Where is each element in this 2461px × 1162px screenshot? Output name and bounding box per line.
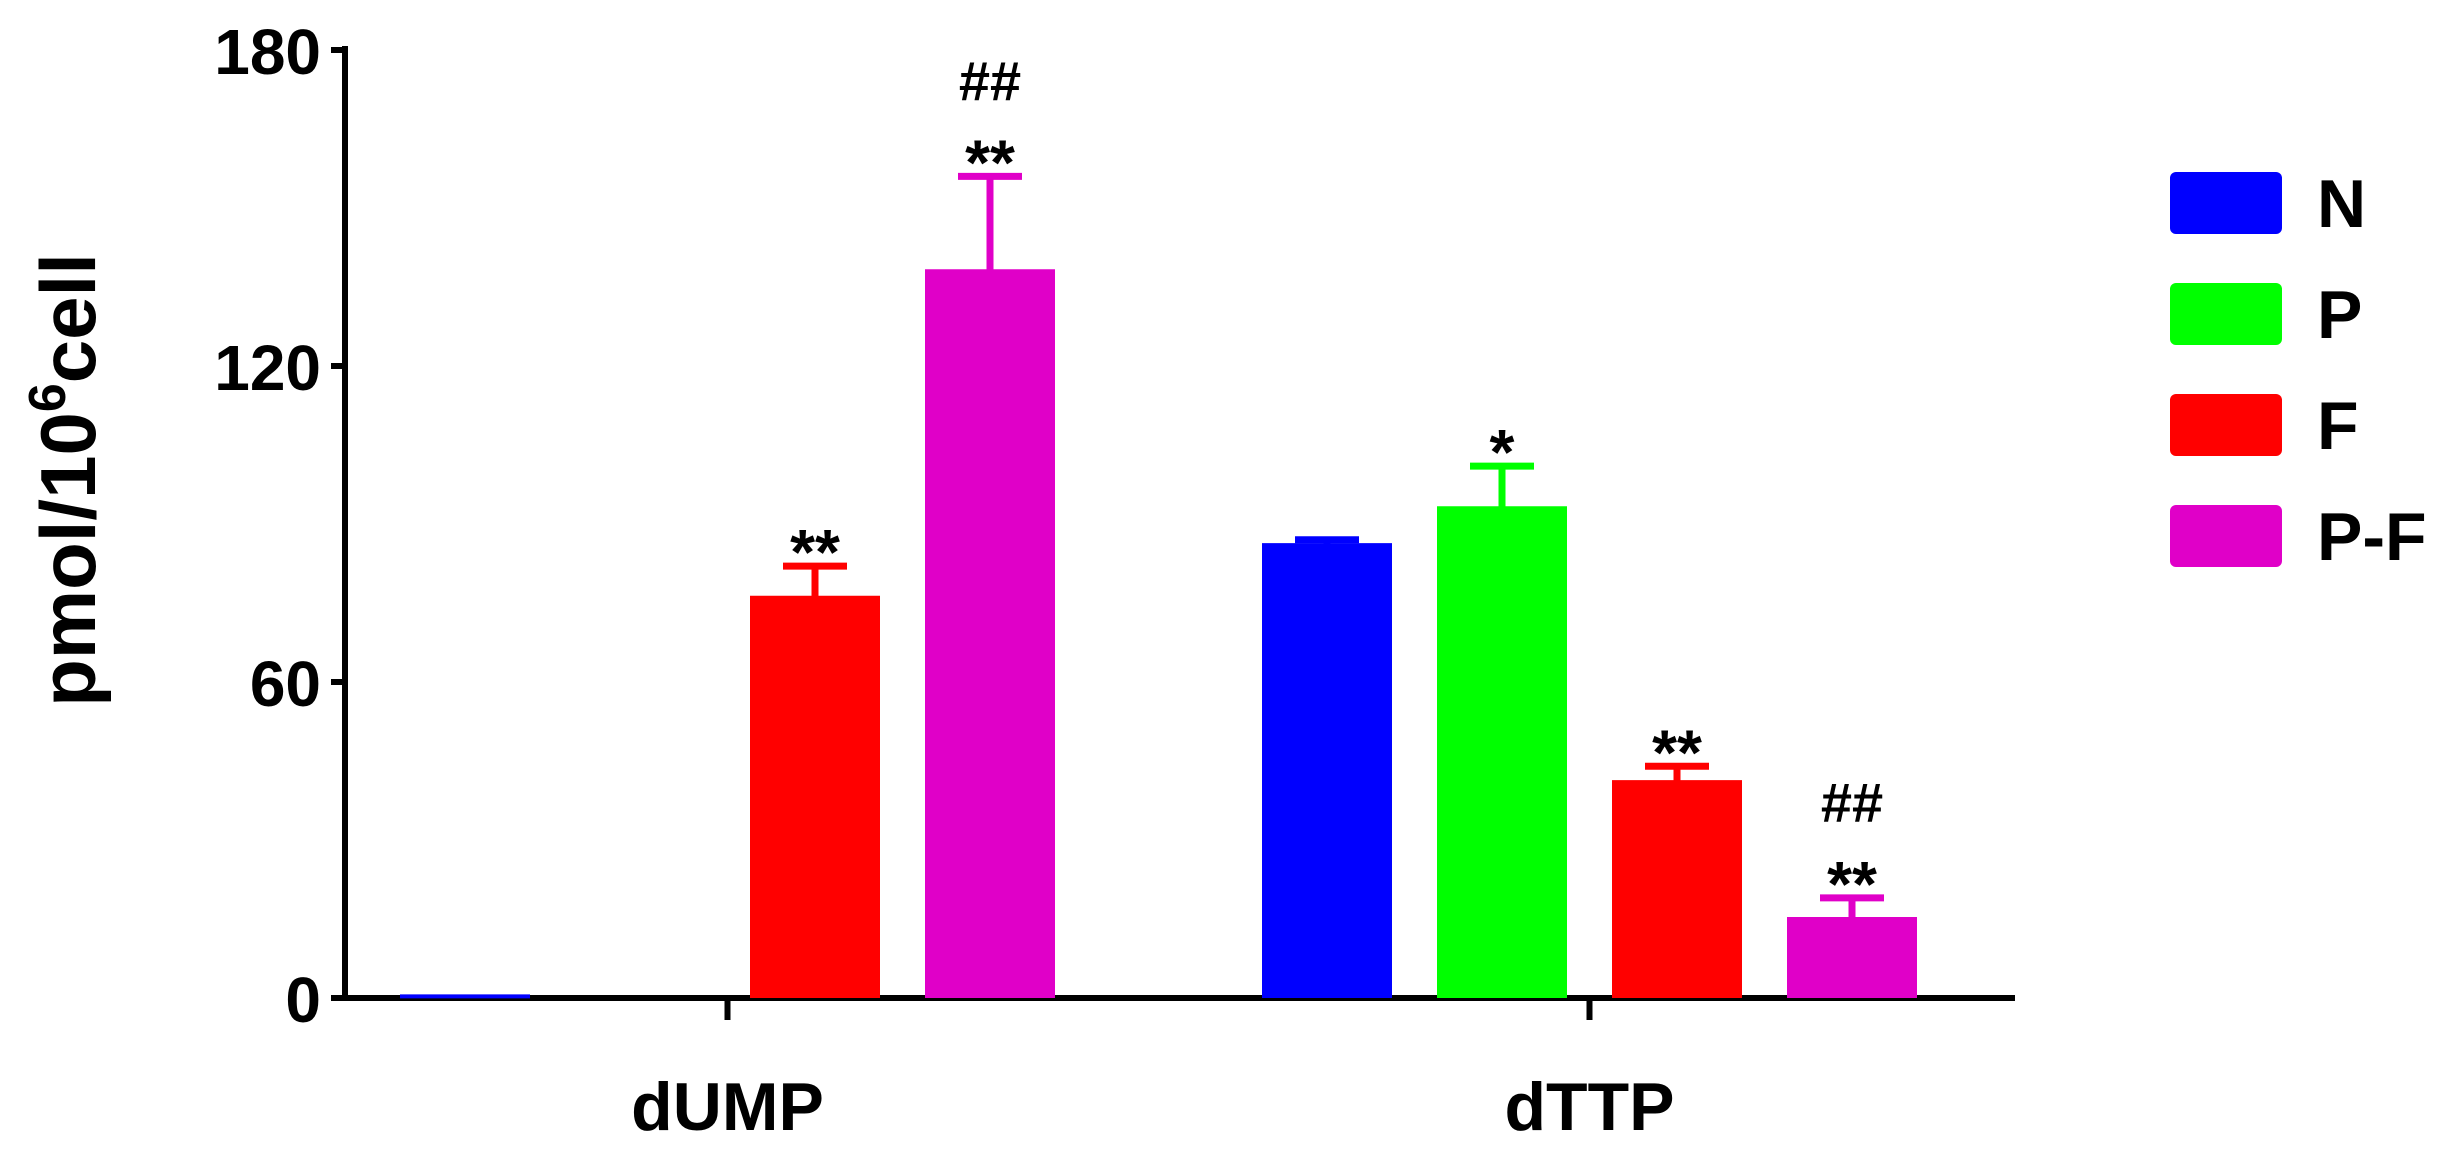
significance-annotations: ****##*****## [790, 49, 1883, 920]
bars [400, 172, 1917, 999]
y-axis: 0 60 120 180 [214, 16, 348, 1036]
bar-P-F-dTTP [1787, 919, 1917, 998]
legend-label-P: P [2317, 277, 2362, 353]
legend-label-F: F [2317, 388, 2359, 464]
x-axis: dUMP dTTP [342, 995, 2015, 1145]
legend-label-N: N [2317, 166, 2366, 242]
legend-swatch-P [2170, 283, 2282, 345]
bar-F-dUMP [750, 597, 880, 998]
y-tick-label: 180 [214, 16, 321, 88]
annotation-F-dUMP: ** [790, 516, 840, 588]
y-axis-label: pmol/106cell [19, 253, 112, 707]
legend-swatch-P-F [2170, 505, 2282, 567]
annotation-P-F-dTTP: ## [1821, 771, 1883, 834]
annotation-P-F-dUMP: ** [965, 126, 1015, 198]
bar-N-dTTP [1262, 545, 1392, 998]
annotation-P-F-dTTP: ** [1827, 848, 1877, 920]
annotation-P-F-dUMP: ## [959, 49, 1021, 112]
bar-P-dTTP [1437, 508, 1567, 998]
legend-label-P-F: P-F [2317, 499, 2427, 575]
x-tick-label-dTTP: dTTP [1505, 1069, 1675, 1145]
y-tick-label: 120 [214, 332, 321, 404]
x-tick-label-dUMP: dUMP [631, 1069, 824, 1145]
annotation-P-dTTP: * [1490, 416, 1515, 488]
legend: NPF P-F [2170, 166, 2427, 575]
y-tick-label: 0 [285, 964, 321, 1036]
bar-F-dTTP [1612, 782, 1742, 998]
y-tick-label: 60 [250, 648, 321, 720]
annotation-F-dTTP: ** [1652, 716, 1702, 788]
legend-swatch-F [2170, 394, 2282, 456]
bar-P-F-dUMP [925, 271, 1055, 998]
legend-swatch-N [2170, 172, 2282, 234]
